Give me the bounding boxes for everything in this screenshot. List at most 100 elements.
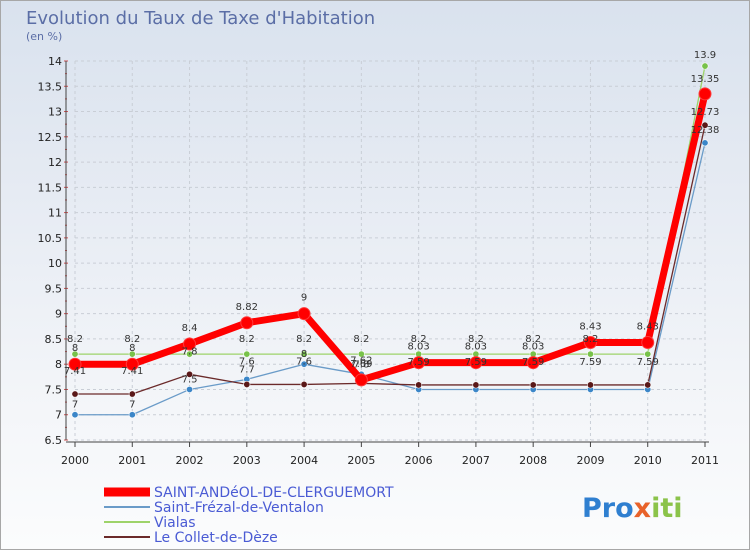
legend-label-3: Le Collet-de-Dèze [154, 530, 278, 546]
series-1-point-5 [357, 350, 365, 358]
y-tick-label-15: 14 [48, 55, 62, 68]
y-tick-label-5: 9 [55, 308, 62, 321]
x-tick-label-0: 2000 [61, 454, 89, 467]
series-line-2 [74, 124, 706, 395]
series-3-label-11: 13.35 [691, 74, 720, 85]
series-0-point-2 [186, 385, 194, 393]
series-1-label-11: 13.9 [694, 50, 716, 61]
series-2-point-4 [300, 380, 308, 388]
series-0-label-5: 7.8 [353, 359, 369, 370]
series-3-label-2: 8.4 [182, 323, 198, 334]
series-3-label-1: 8 [129, 343, 135, 354]
series-2-label-3: 7.6 [239, 356, 255, 367]
legend: SAINT-ANDéOL-DE-CLERGUEMORTSaint-Frézal-… [104, 485, 394, 546]
y-tick-label-1: 7 [55, 409, 62, 422]
chart-title: Evolution du Taux de Taxe d'Habitation [26, 8, 375, 29]
series-2-point-2 [186, 370, 194, 378]
series-0-label-0: 7 [72, 400, 78, 411]
x-tick-label-3: 2003 [233, 454, 261, 467]
y-tick-label-0: 6.5 [45, 434, 63, 447]
series-3-label-0: 8 [72, 343, 78, 354]
series-3-point-11 [698, 87, 712, 101]
series-2-point-3 [243, 380, 251, 388]
series-2-point-7 [472, 381, 480, 389]
series-1-point-3 [243, 350, 251, 358]
series-2-label-5: 7.62 [350, 355, 372, 366]
series-1-label-0: 8.2 [67, 334, 83, 345]
x-tick-label-1: 2001 [118, 454, 146, 467]
series-1-point-4 [300, 350, 308, 358]
y-tick-label-2: 7.5 [45, 383, 63, 396]
series-3-label-5: 7.69 [350, 359, 372, 370]
brand-logo: Proxiti [582, 493, 683, 524]
x-tick-label-10: 2010 [634, 454, 662, 467]
brand-part-1: Pro [582, 493, 634, 524]
series-0-label-3: 7.7 [239, 364, 255, 375]
series-2-point-6 [415, 381, 423, 389]
series-2-label-11: 12.73 [691, 107, 720, 118]
series-3-label-7: 8.03 [465, 342, 487, 353]
y-tick-label-3: 8 [55, 358, 62, 371]
axes: 6.5 7 7.5 8 8.5 9 9.5 10 10.5 11 11.5 12 12.5 13 13.5 1… [38, 55, 720, 467]
x-tick-label-7: 2007 [462, 454, 490, 467]
y-tick-label-8: 10.5 [38, 232, 63, 245]
series-line-3 [71, 90, 709, 384]
series-3-point-9 [583, 335, 597, 349]
series-1-label-4: 8.2 [296, 334, 312, 345]
series-1-label-7: 8.2 [468, 334, 484, 345]
x-tick-label-8: 2008 [519, 454, 547, 467]
series-3-label-4: 9 [301, 293, 307, 304]
series-2-label-4: 7.6 [296, 356, 312, 367]
series-1-label-6: 8.2 [411, 334, 427, 345]
series-2-label-10: 7.59 [637, 357, 659, 368]
grid [74, 60, 706, 441]
series-1-label-5: 8.2 [353, 334, 369, 345]
series-1-label-3: 8.2 [239, 334, 255, 345]
series-1-point-9 [586, 350, 594, 358]
series-2-point-10 [644, 381, 652, 389]
series-1-label-9: 8.2 [583, 334, 599, 345]
series-3-point-8 [526, 356, 540, 370]
series-0-point-1 [128, 411, 136, 419]
brand-part-3: iti [651, 493, 682, 524]
series-1-label-1: 8.2 [124, 334, 140, 345]
x-tick-label-9: 2009 [576, 454, 604, 467]
series-0-point-4 [300, 360, 308, 368]
series-0-label-11: 12.38 [691, 125, 720, 136]
series-2-point-9 [586, 381, 594, 389]
series-2-label-0: 7.41 [64, 366, 86, 377]
series-3-point-3 [240, 316, 254, 330]
x-tick-label-5: 2005 [347, 454, 375, 467]
chart-subtitle: (en %) [26, 30, 62, 43]
series-3-point-5 [354, 373, 368, 387]
y-tick-label-12: 12.5 [38, 131, 63, 144]
series-2-label-6: 7.59 [408, 357, 430, 368]
series-1-point-10 [644, 350, 652, 358]
series-1-point-2 [186, 350, 194, 358]
series-2-point-0 [71, 390, 79, 398]
series-1-point-11 [701, 62, 709, 70]
series-0-point-0 [71, 411, 79, 419]
series-line-1 [74, 65, 706, 355]
series-3-label-10: 8.43 [637, 321, 659, 332]
data-labels: 7 77.57.787.812.388.2 8.2 8.2 8.2 8.2 8.2 8.2 8.… [64, 50, 719, 411]
series-2-point-8 [529, 381, 537, 389]
y-tick-label-6: 9.5 [45, 282, 63, 295]
series-1-point-1 [128, 350, 136, 358]
x-tick-label-6: 2006 [405, 454, 433, 467]
series-2-label-8: 7.59 [522, 357, 544, 368]
series-3-label-9: 8.43 [579, 321, 601, 332]
x-tick-label-4: 2004 [290, 454, 318, 467]
y-tick-label-4: 8.5 [45, 333, 63, 346]
series-0-point-11 [701, 139, 709, 147]
series-3-point-10 [641, 335, 655, 349]
y-tick-label-9: 11 [48, 207, 62, 220]
brand-part-2: x [634, 493, 651, 524]
legend-label-0: SAINT-ANDéOL-DE-CLERGUEMORT [154, 485, 394, 501]
y-tick-label-13: 13 [48, 106, 62, 119]
series-0-label-4: 8 [301, 349, 307, 360]
series-3-point-0 [68, 357, 82, 371]
series-2-label-7: 7.59 [465, 357, 487, 368]
series-3-point-1 [125, 357, 139, 371]
x-tick-label-2: 2002 [176, 454, 204, 467]
